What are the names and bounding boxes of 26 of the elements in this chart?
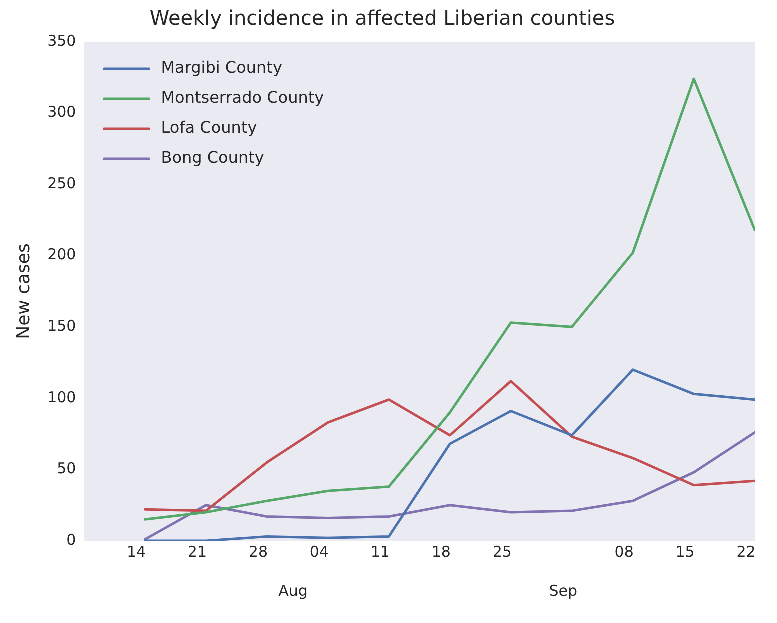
x-tick-label: 25 — [492, 542, 512, 561]
x2-tick-label: Aug — [278, 582, 308, 600]
x-tick-label: 21 — [188, 542, 208, 561]
x2-tick-label: Sep — [549, 582, 578, 600]
x-tick-label: 15 — [676, 542, 695, 561]
y-axis-title: New cases — [13, 244, 34, 340]
x-tick-label: 08 — [614, 542, 634, 561]
x-tick-label: 22 — [736, 542, 756, 561]
x-tick-label: 28 — [248, 542, 268, 561]
chart-title: Weekly incidence in affected Liberian counties — [150, 6, 616, 30]
legend-label: Bong County — [161, 148, 264, 168]
y-tick-label: 50 — [57, 460, 76, 478]
y-tick-label: 100 — [48, 388, 76, 406]
y-tick-label: 300 — [48, 103, 76, 122]
x-tick-label: 14 — [126, 542, 146, 561]
y-tick-label: 150 — [48, 317, 76, 336]
y-tick-label: 0 — [66, 530, 76, 549]
y-tick-label: 200 — [48, 246, 76, 264]
y-tick-label: 350 — [48, 32, 76, 50]
x-tick-label: 04 — [310, 542, 329, 561]
legend-label: Montserrado County — [161, 88, 324, 108]
y-tick-label: 250 — [48, 174, 76, 192]
legend-label: Margibi County — [161, 58, 282, 78]
x-tick-label: 11 — [370, 542, 390, 561]
legend-label: Lofa County — [161, 118, 258, 138]
x-tick-label: 18 — [432, 542, 451, 561]
